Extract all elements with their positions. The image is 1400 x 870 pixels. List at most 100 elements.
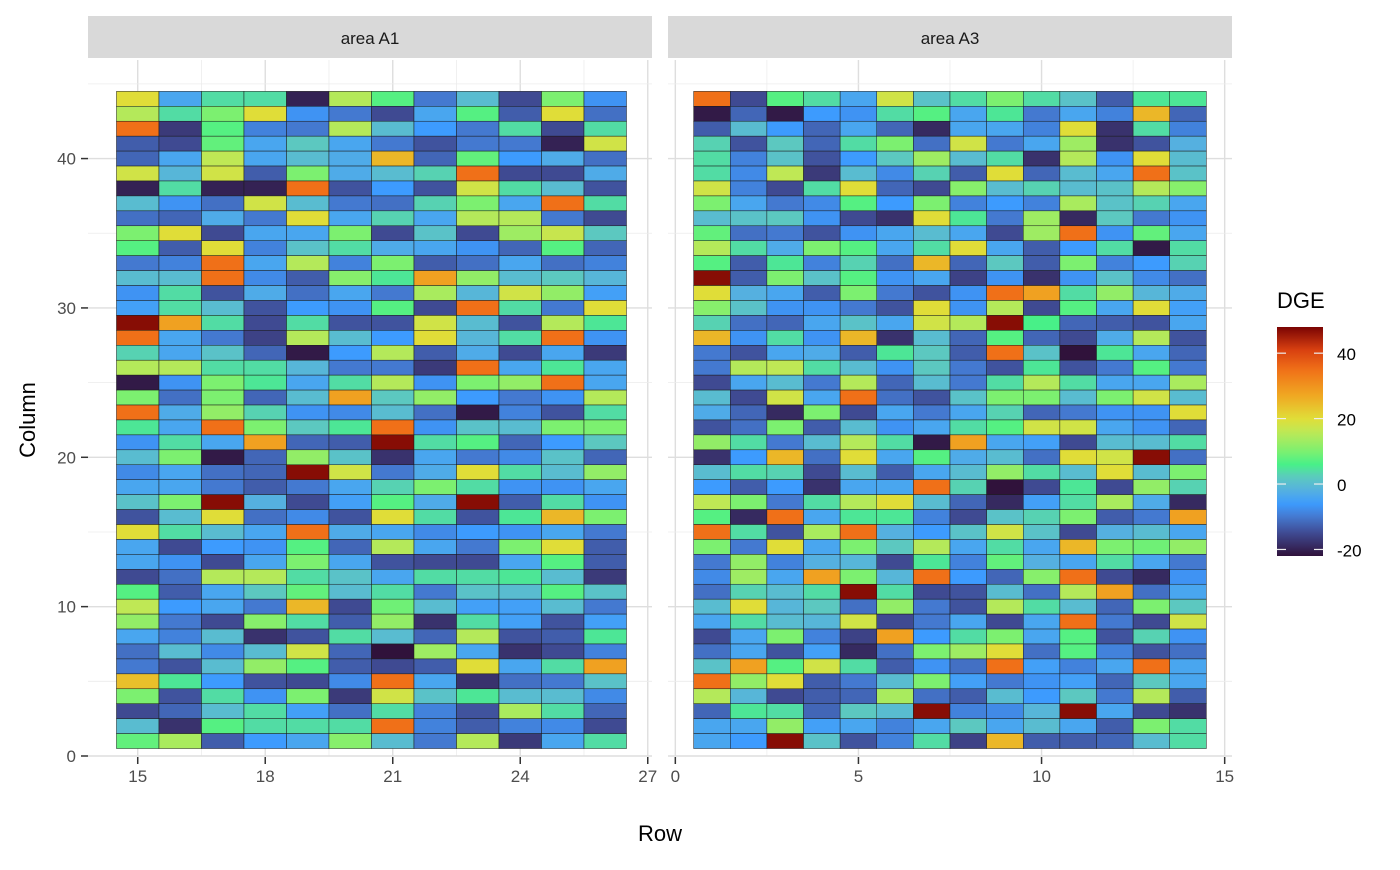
heatmap-cell xyxy=(1132,449,1170,466)
heatmap-cell xyxy=(1022,285,1061,301)
heatmap-cell xyxy=(456,628,500,645)
heatmap-cell xyxy=(1059,479,1097,495)
heatmap-cell xyxy=(583,554,627,570)
heatmap-cell xyxy=(498,389,542,406)
legend-title: DGE xyxy=(1277,288,1325,313)
x-axis: 15 18 21 24 27 xyxy=(128,757,657,786)
heatmap-cell xyxy=(243,330,287,346)
heatmap-cell xyxy=(1096,315,1134,331)
heatmap-cell xyxy=(413,91,457,107)
heatmap-cell xyxy=(839,554,878,570)
heatmap-cell xyxy=(913,464,951,480)
heatmap-cell xyxy=(876,643,914,660)
heatmap-cell xyxy=(693,300,731,316)
heatmap-cell xyxy=(949,434,987,451)
heatmap-cell xyxy=(371,718,415,734)
heatmap-cell xyxy=(328,135,372,152)
heatmap-cell xyxy=(986,255,1024,271)
heatmap-cell xyxy=(913,315,951,331)
heatmap-cell xyxy=(986,195,1024,212)
heatmap-cell xyxy=(116,688,160,704)
heatmap-cell xyxy=(949,658,987,675)
heatmap-cell xyxy=(413,509,457,525)
heatmap-cell xyxy=(876,658,914,675)
heatmap-cell xyxy=(1169,389,1207,406)
heatmap-cell xyxy=(876,374,914,391)
heatmap-cell xyxy=(158,613,202,630)
heatmap-cell xyxy=(116,539,160,555)
heatmap-cell xyxy=(839,210,878,227)
heatmap-cell xyxy=(766,359,804,376)
heatmap-cell xyxy=(766,165,804,182)
heatmap-cell xyxy=(693,345,731,361)
heatmap-cell xyxy=(116,613,160,630)
heatmap-cell xyxy=(1096,106,1134,122)
heatmap-cell xyxy=(803,404,841,421)
heatmap-cell xyxy=(839,180,878,197)
heatmap-cell xyxy=(803,300,841,316)
heatmap-cell xyxy=(876,270,914,286)
heatmap-cell xyxy=(243,345,287,361)
heatmap-cell xyxy=(243,583,287,600)
heatmap-cell xyxy=(693,374,731,391)
heatmap-cell xyxy=(876,106,914,122)
heatmap-cell xyxy=(583,270,627,286)
heatmap-cell xyxy=(876,91,914,107)
heatmap-cell xyxy=(913,195,951,212)
heatmap-cell xyxy=(913,120,951,137)
heatmap-cell xyxy=(1132,359,1170,376)
heatmap-cell xyxy=(876,449,914,466)
heatmap-cell xyxy=(1132,210,1170,227)
heatmap-cell xyxy=(498,345,542,361)
heatmap-cell xyxy=(803,135,841,152)
heatmap-cell xyxy=(201,598,245,615)
heatmap-cell xyxy=(201,165,245,182)
heatmap-cell xyxy=(876,494,914,510)
heatmap-cell xyxy=(803,225,841,241)
heatmap-cell xyxy=(766,315,804,331)
y-tick-label: 40 xyxy=(57,150,76,169)
heatmap-cell xyxy=(876,165,914,182)
heatmap-cell xyxy=(949,285,987,301)
heatmap-cell xyxy=(541,135,585,152)
heatmap-cell xyxy=(583,419,627,436)
heatmap-cell xyxy=(913,374,951,391)
heatmap-cell xyxy=(371,583,415,600)
heatmap-cell xyxy=(328,479,372,495)
heatmap-cell xyxy=(693,195,731,212)
heatmap-cell xyxy=(456,135,500,152)
heatmap-cell xyxy=(243,718,287,734)
heatmap-cell xyxy=(116,554,160,570)
heatmap-cell xyxy=(1132,733,1170,749)
heatmap-cell xyxy=(730,389,768,406)
heatmap-cell xyxy=(583,718,627,734)
heatmap-cell xyxy=(876,583,914,600)
heatmap-cell xyxy=(541,91,585,107)
heatmap-cell xyxy=(1132,494,1170,510)
heatmap-cell xyxy=(1169,91,1207,107)
heatmap-cell xyxy=(541,434,585,451)
heatmap-cell xyxy=(693,583,731,600)
heatmap-cell xyxy=(498,613,542,630)
heatmap-cell xyxy=(201,733,245,749)
heatmap-cell xyxy=(158,165,202,182)
heatmap-cell xyxy=(986,658,1024,675)
heatmap-cell xyxy=(498,718,542,734)
heatmap-cell xyxy=(456,494,500,510)
heatmap-cell xyxy=(328,613,372,630)
heatmap-cell xyxy=(498,210,542,227)
heatmap-cell xyxy=(158,255,202,271)
heatmap-cell xyxy=(371,345,415,361)
heatmap-cell xyxy=(1059,285,1097,301)
heatmap-cell xyxy=(1169,285,1207,301)
heatmap-cell xyxy=(371,569,415,585)
heatmap-cell xyxy=(328,285,372,301)
heatmap-cell xyxy=(1132,509,1170,525)
heatmap-cell xyxy=(803,524,841,540)
heatmap-cell xyxy=(456,345,500,361)
heatmap-cell xyxy=(201,300,245,316)
heatmap-cell xyxy=(371,658,415,675)
heatmap-cell xyxy=(541,509,585,525)
heatmap-cell xyxy=(498,598,542,615)
heatmap-cell xyxy=(730,91,768,107)
